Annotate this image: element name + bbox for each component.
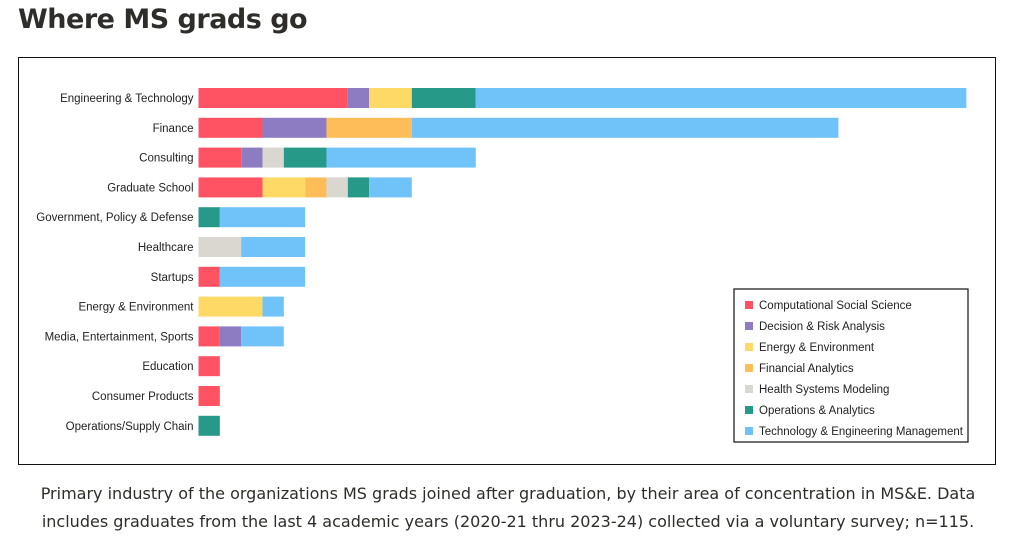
bar-segment-engineering-and-technology-technology-and-engineering-management	[475, 88, 967, 108]
bar-segment-healthcare-health-systems-modeling	[198, 237, 242, 257]
bar-segment-government-policy-and-defense-technology-and-engineering-management	[219, 207, 306, 228]
category-label-consumer-products: Consumer Products	[92, 391, 194, 403]
bar-segment-graduate-school-financial-analytics	[305, 177, 327, 198]
bar-segment-graduate-school-operations-and-analytics	[347, 177, 370, 198]
legend-swatch-decision-and-risk-analysis	[745, 322, 753, 330]
bar-segment-education-computational-social-science	[198, 356, 220, 377]
bar-segment-startups-technology-and-engineering-management	[219, 266, 306, 287]
legend-swatch-computational-social-science	[745, 301, 753, 309]
bar-segment-engineering-and-technology-computational-social-science	[198, 88, 348, 108]
bar-segment-consulting-decision-and-risk-analysis	[241, 147, 263, 168]
chart-caption: Primary industry of the organizations MS…	[40, 484, 976, 531]
category-label-graduate-school: Graduate School	[107, 182, 193, 194]
legend-label-decision-and-risk-analysis: Decision & Risk Analysis	[759, 321, 885, 333]
bar-segment-consulting-technology-and-engineering-management	[326, 147, 476, 168]
bar-segment-government-policy-and-defense-operations-and-analytics	[198, 207, 220, 228]
category-label-engineering-and-technology: Engineering & Technology	[60, 93, 194, 105]
legend-box	[733, 288, 969, 443]
bar-segment-energy-and-environment-energy-and-environment	[198, 296, 263, 317]
bar-segment-graduate-school-computational-social-science	[198, 177, 263, 198]
bar-segment-engineering-and-technology-energy-and-environment	[369, 88, 412, 108]
category-label-operations-supply-chain: Operations/Supply Chain	[66, 421, 194, 433]
bar-segment-media-entertainment-sports-computational-social-science	[198, 326, 220, 347]
stacked-bar-chart: Engineering & Technology Finance Consultin…	[36, 88, 969, 443]
bar-segment-finance-financial-analytics	[326, 117, 412, 138]
category-label-healthcare: Healthcare	[138, 242, 194, 254]
bar-segment-energy-and-environment-technology-and-engineering-management	[262, 296, 284, 317]
category-label-education: Education	[142, 361, 193, 373]
category-label-energy-and-environment: Energy & Environment	[78, 302, 194, 314]
legend-swatch-operations-and-analytics	[745, 406, 753, 414]
legend-label-technology-and-engineering-management: Technology & Engineering Management	[759, 426, 964, 438]
category-label-finance: Finance	[153, 123, 194, 135]
bar-segment-engineering-and-technology-operations-and-analytics	[411, 88, 476, 108]
category-label-startups: Startups	[151, 272, 194, 284]
bar-segment-startups-computational-social-science	[198, 266, 220, 287]
bar-segment-finance-computational-social-science	[198, 117, 263, 138]
bar-segment-graduate-school-technology-and-engineering-management	[369, 177, 412, 198]
legend-label-operations-and-analytics: Operations & Analytics	[759, 405, 875, 417]
legend-swatch-technology-and-engineering-management	[745, 427, 753, 435]
bar-segment-consumer-products-computational-social-science	[198, 386, 220, 406]
chart-frame: Engineering & Technology Finance Consultin…	[18, 57, 996, 465]
page-title: Where MS grads go	[18, 4, 308, 35]
category-label-consulting: Consulting	[139, 153, 193, 165]
bar-segment-operations-supply-chain-operations-and-analytics	[198, 415, 220, 436]
bar-segment-graduate-school-energy-and-environment	[262, 177, 306, 198]
legend-swatch-financial-analytics	[745, 364, 753, 372]
bar-segment-graduate-school-health-systems-modeling	[326, 177, 348, 198]
legend-label-computational-social-science: Computational Social Science	[759, 300, 912, 312]
legend-label-financial-analytics: Financial Analytics	[759, 363, 854, 375]
bar-segment-healthcare-technology-and-engineering-management	[241, 237, 306, 257]
bar-segment-media-entertainment-sports-decision-and-risk-analysis	[219, 326, 242, 347]
legend-swatch-energy-and-environment	[745, 343, 753, 351]
bar-segment-media-entertainment-sports-technology-and-engineering-management	[241, 326, 284, 347]
category-label-media-entertainment-sports: Media, Entertainment, Sports	[45, 331, 194, 343]
bar-segment-consulting-health-systems-modeling	[262, 147, 284, 168]
legend-label-energy-and-environment: Energy & Environment	[759, 342, 875, 354]
bar-segment-finance-technology-and-engineering-management	[411, 117, 839, 138]
bar-segment-engineering-and-technology-decision-and-risk-analysis	[347, 88, 370, 108]
bar-segment-finance-decision-and-risk-analysis	[262, 117, 327, 138]
legend-label-health-systems-modeling: Health Systems Modeling	[759, 384, 889, 396]
category-label-government-policy-and-defense: Government, Policy & Defense	[36, 212, 193, 224]
bar-segment-consulting-computational-social-science	[198, 147, 242, 168]
bar-segment-consulting-operations-and-analytics	[283, 147, 327, 168]
legend-swatch-health-systems-modeling	[745, 385, 753, 393]
